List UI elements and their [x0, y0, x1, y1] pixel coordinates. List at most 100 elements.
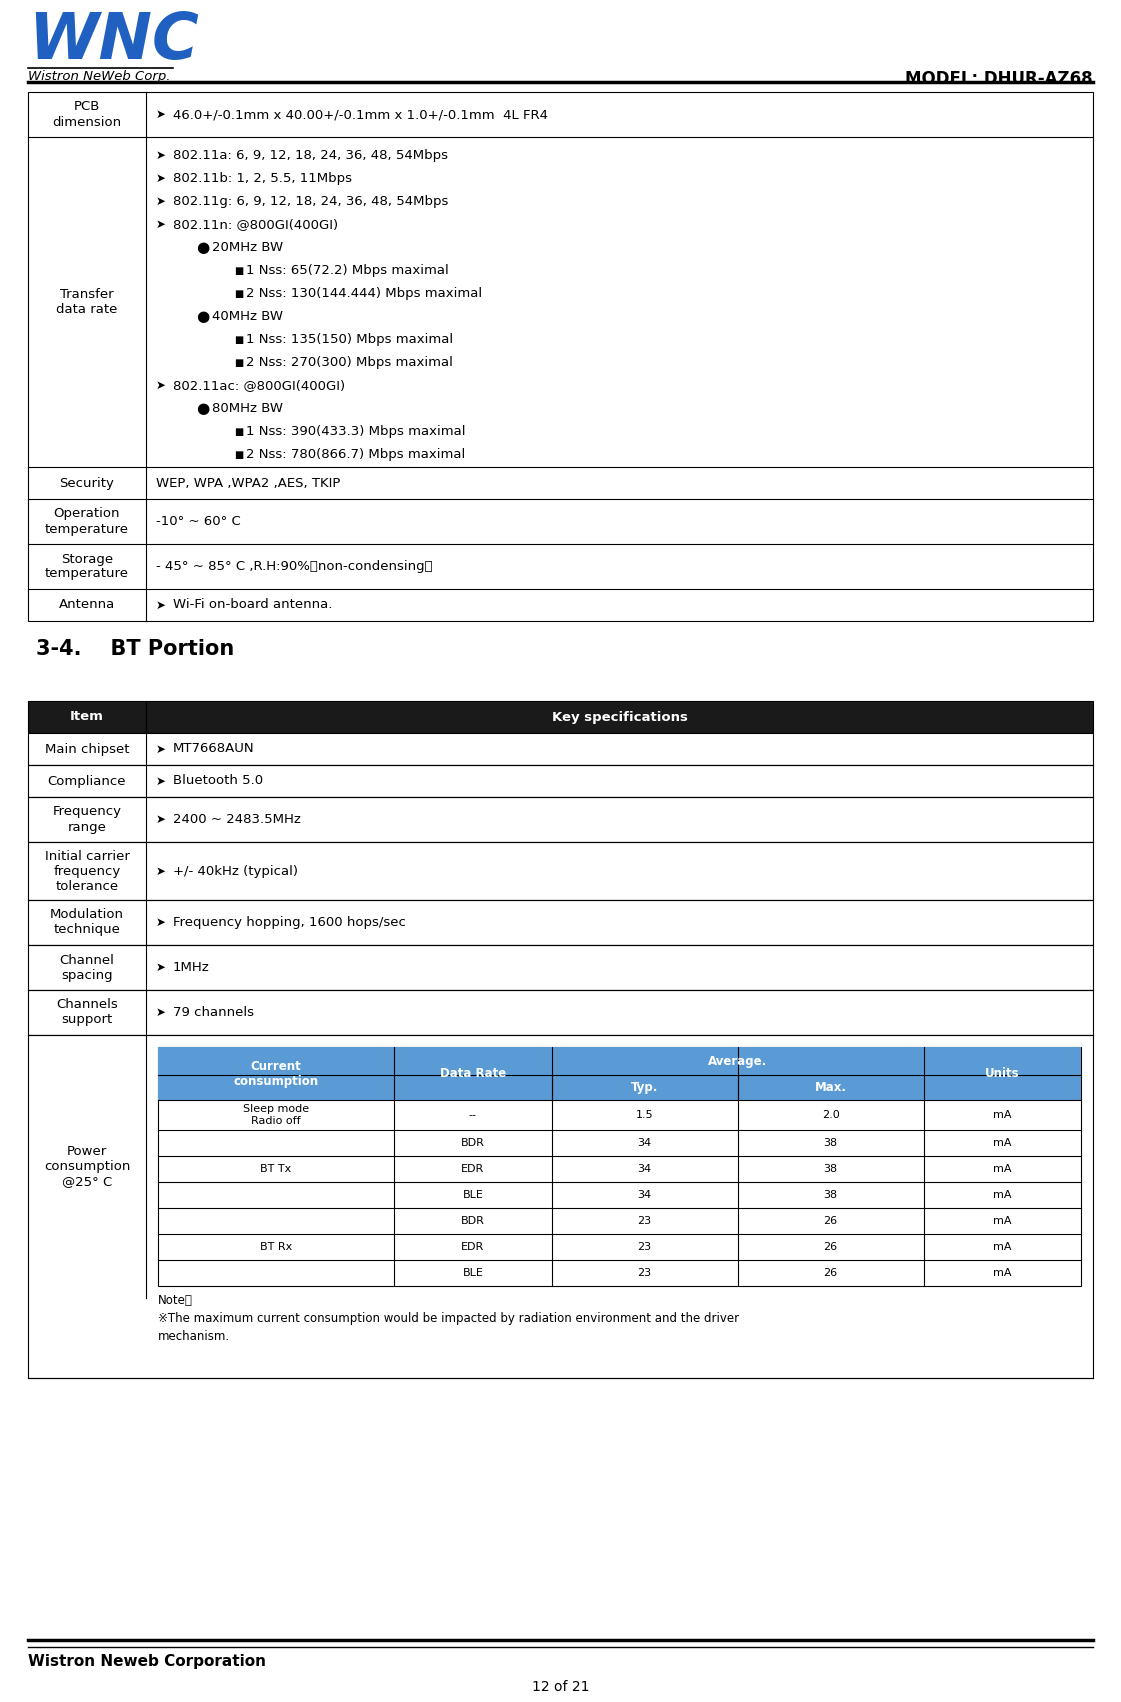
- Text: BDR: BDR: [461, 1215, 484, 1225]
- Bar: [158, 1076, 1081, 1099]
- Text: mA: mA: [993, 1268, 1011, 1278]
- Text: ●: ●: [196, 310, 210, 325]
- Text: Typ.: Typ.: [631, 1081, 658, 1094]
- Text: Frequency
range: Frequency range: [53, 805, 121, 834]
- Bar: [28, 945, 1093, 991]
- Text: BDR: BDR: [461, 1139, 484, 1149]
- Text: ➤: ➤: [156, 218, 166, 231]
- Text: 1 Nss: 65(72.2) Mbps maximal: 1 Nss: 65(72.2) Mbps maximal: [245, 264, 448, 277]
- Text: 79 channels: 79 channels: [173, 1006, 254, 1019]
- Text: ➤: ➤: [156, 196, 166, 208]
- Text: Storage
temperature: Storage temperature: [45, 553, 129, 580]
- Text: ■: ■: [234, 266, 243, 276]
- Text: 3-4.    BT Portion: 3-4. BT Portion: [36, 638, 234, 659]
- Text: WNC: WNC: [28, 10, 198, 71]
- Text: 802.11a: 6, 9, 12, 18, 24, 36, 48, 54Mbps: 802.11a: 6, 9, 12, 18, 24, 36, 48, 54Mbp…: [173, 150, 448, 162]
- Text: Data Rate: Data Rate: [439, 1067, 506, 1081]
- Text: 2400 ~ 2483.5MHz: 2400 ~ 2483.5MHz: [173, 814, 300, 825]
- Text: BLE: BLE: [462, 1268, 483, 1278]
- Bar: [158, 1047, 1081, 1287]
- Text: mA: mA: [993, 1190, 1011, 1200]
- Text: 1MHz: 1MHz: [173, 962, 210, 974]
- Text: 20MHz BW: 20MHz BW: [212, 242, 284, 255]
- Bar: [28, 92, 1093, 621]
- Bar: [28, 797, 1093, 842]
- Text: mA: mA: [993, 1110, 1011, 1120]
- Text: Compliance: Compliance: [48, 774, 127, 788]
- Bar: [28, 734, 1093, 764]
- Text: Current
consumption: Current consumption: [233, 1060, 318, 1088]
- Text: ●: ●: [196, 240, 210, 255]
- Text: 2 Nss: 270(300) Mbps maximal: 2 Nss: 270(300) Mbps maximal: [245, 356, 453, 369]
- Text: ■: ■: [234, 357, 243, 368]
- Text: Units: Units: [985, 1067, 1020, 1081]
- Text: ➤: ➤: [156, 172, 166, 186]
- Text: mA: mA: [993, 1139, 1011, 1149]
- Text: ➤: ➤: [156, 107, 166, 121]
- Bar: [28, 900, 1093, 945]
- Bar: [28, 991, 1093, 1035]
- Text: Bluetooth 5.0: Bluetooth 5.0: [173, 774, 263, 788]
- Text: MODEL: DHUR-AZ68: MODEL: DHUR-AZ68: [906, 70, 1093, 89]
- Text: Security: Security: [59, 477, 114, 490]
- Text: mA: mA: [993, 1215, 1011, 1225]
- Text: Power
consumption
@25° C: Power consumption @25° C: [44, 1145, 130, 1188]
- Text: 2 Nss: 780(866.7) Mbps maximal: 2 Nss: 780(866.7) Mbps maximal: [245, 448, 465, 461]
- Text: Operation
temperature: Operation temperature: [45, 507, 129, 536]
- Text: 40MHz BW: 40MHz BW: [212, 310, 282, 323]
- Text: ➤: ➤: [156, 814, 166, 825]
- Text: Note：: Note：: [158, 1294, 193, 1307]
- Bar: [28, 701, 1093, 734]
- Text: ※The maximum current consumption would be impacted by radiation environment and : ※The maximum current consumption would b…: [158, 1312, 739, 1324]
- Text: 34: 34: [638, 1164, 651, 1174]
- Text: 802.11g: 6, 9, 12, 18, 24, 36, 48, 54Mbps: 802.11g: 6, 9, 12, 18, 24, 36, 48, 54Mbp…: [173, 196, 448, 208]
- Text: mA: mA: [993, 1242, 1011, 1253]
- Text: 23: 23: [638, 1242, 651, 1253]
- Text: Initial carrier
frequency
tolerance: Initial carrier frequency tolerance: [45, 849, 129, 892]
- Text: ➤: ➤: [156, 150, 166, 162]
- Text: 802.11ac: @800GI(400GI): 802.11ac: @800GI(400GI): [173, 380, 345, 393]
- Text: Key specifications: Key specifications: [552, 710, 687, 723]
- Text: ➤: ➤: [156, 962, 166, 974]
- Text: Transfer
data rate: Transfer data rate: [56, 288, 118, 317]
- Text: ■: ■: [234, 289, 243, 300]
- Text: 26: 26: [824, 1268, 837, 1278]
- Text: BT Tx: BT Tx: [260, 1164, 291, 1174]
- Text: - 45° ~ 85° C ,R.H:90%（non-condensing）: - 45° ~ 85° C ,R.H:90%（non-condensing）: [156, 560, 433, 574]
- Text: -10° ~ 60° C: -10° ~ 60° C: [156, 516, 241, 528]
- Text: BT Rx: BT Rx: [260, 1242, 293, 1253]
- Text: ➤: ➤: [156, 1006, 166, 1019]
- Text: WEP, WPA ,WPA2 ,AES, TKIP: WEP, WPA ,WPA2 ,AES, TKIP: [156, 477, 341, 490]
- Bar: [158, 1047, 1081, 1076]
- Text: 802.11n: @800GI(400GI): 802.11n: @800GI(400GI): [173, 218, 339, 231]
- Text: Antenna: Antenna: [59, 599, 115, 611]
- Text: ■: ■: [234, 427, 243, 437]
- Text: BLE: BLE: [462, 1190, 483, 1200]
- Text: 802.11b: 1, 2, 5.5, 11Mbps: 802.11b: 1, 2, 5.5, 11Mbps: [173, 172, 352, 186]
- Bar: [28, 1035, 1093, 1379]
- Text: 26: 26: [824, 1242, 837, 1253]
- Text: ➤: ➤: [156, 380, 166, 393]
- Text: 2 Nss: 130(144.444) Mbps maximal: 2 Nss: 130(144.444) Mbps maximal: [245, 288, 482, 301]
- Text: mechanism.: mechanism.: [158, 1329, 230, 1343]
- Text: 34: 34: [638, 1139, 651, 1149]
- Text: mA: mA: [993, 1164, 1011, 1174]
- Text: ➤: ➤: [156, 742, 166, 756]
- Text: 80MHz BW: 80MHz BW: [212, 402, 282, 415]
- Text: Sleep mode
Radio off: Sleep mode Radio off: [243, 1105, 309, 1125]
- Bar: [28, 842, 1093, 900]
- Bar: [28, 701, 1093, 734]
- Text: ➤: ➤: [156, 865, 166, 878]
- Text: Channels
support: Channels support: [56, 999, 118, 1026]
- Text: 38: 38: [824, 1190, 837, 1200]
- Text: PCB
dimension: PCB dimension: [53, 100, 121, 128]
- Text: 1.5: 1.5: [636, 1110, 654, 1120]
- Text: 34: 34: [638, 1190, 651, 1200]
- Text: EDR: EDR: [461, 1164, 484, 1174]
- Text: ■: ■: [234, 449, 243, 460]
- Text: Modulation
technique: Modulation technique: [50, 909, 124, 936]
- Text: 1 Nss: 390(433.3) Mbps maximal: 1 Nss: 390(433.3) Mbps maximal: [245, 426, 465, 439]
- Text: Item: Item: [70, 710, 104, 723]
- Text: MT7668AUN: MT7668AUN: [173, 742, 254, 756]
- Text: 38: 38: [824, 1139, 837, 1149]
